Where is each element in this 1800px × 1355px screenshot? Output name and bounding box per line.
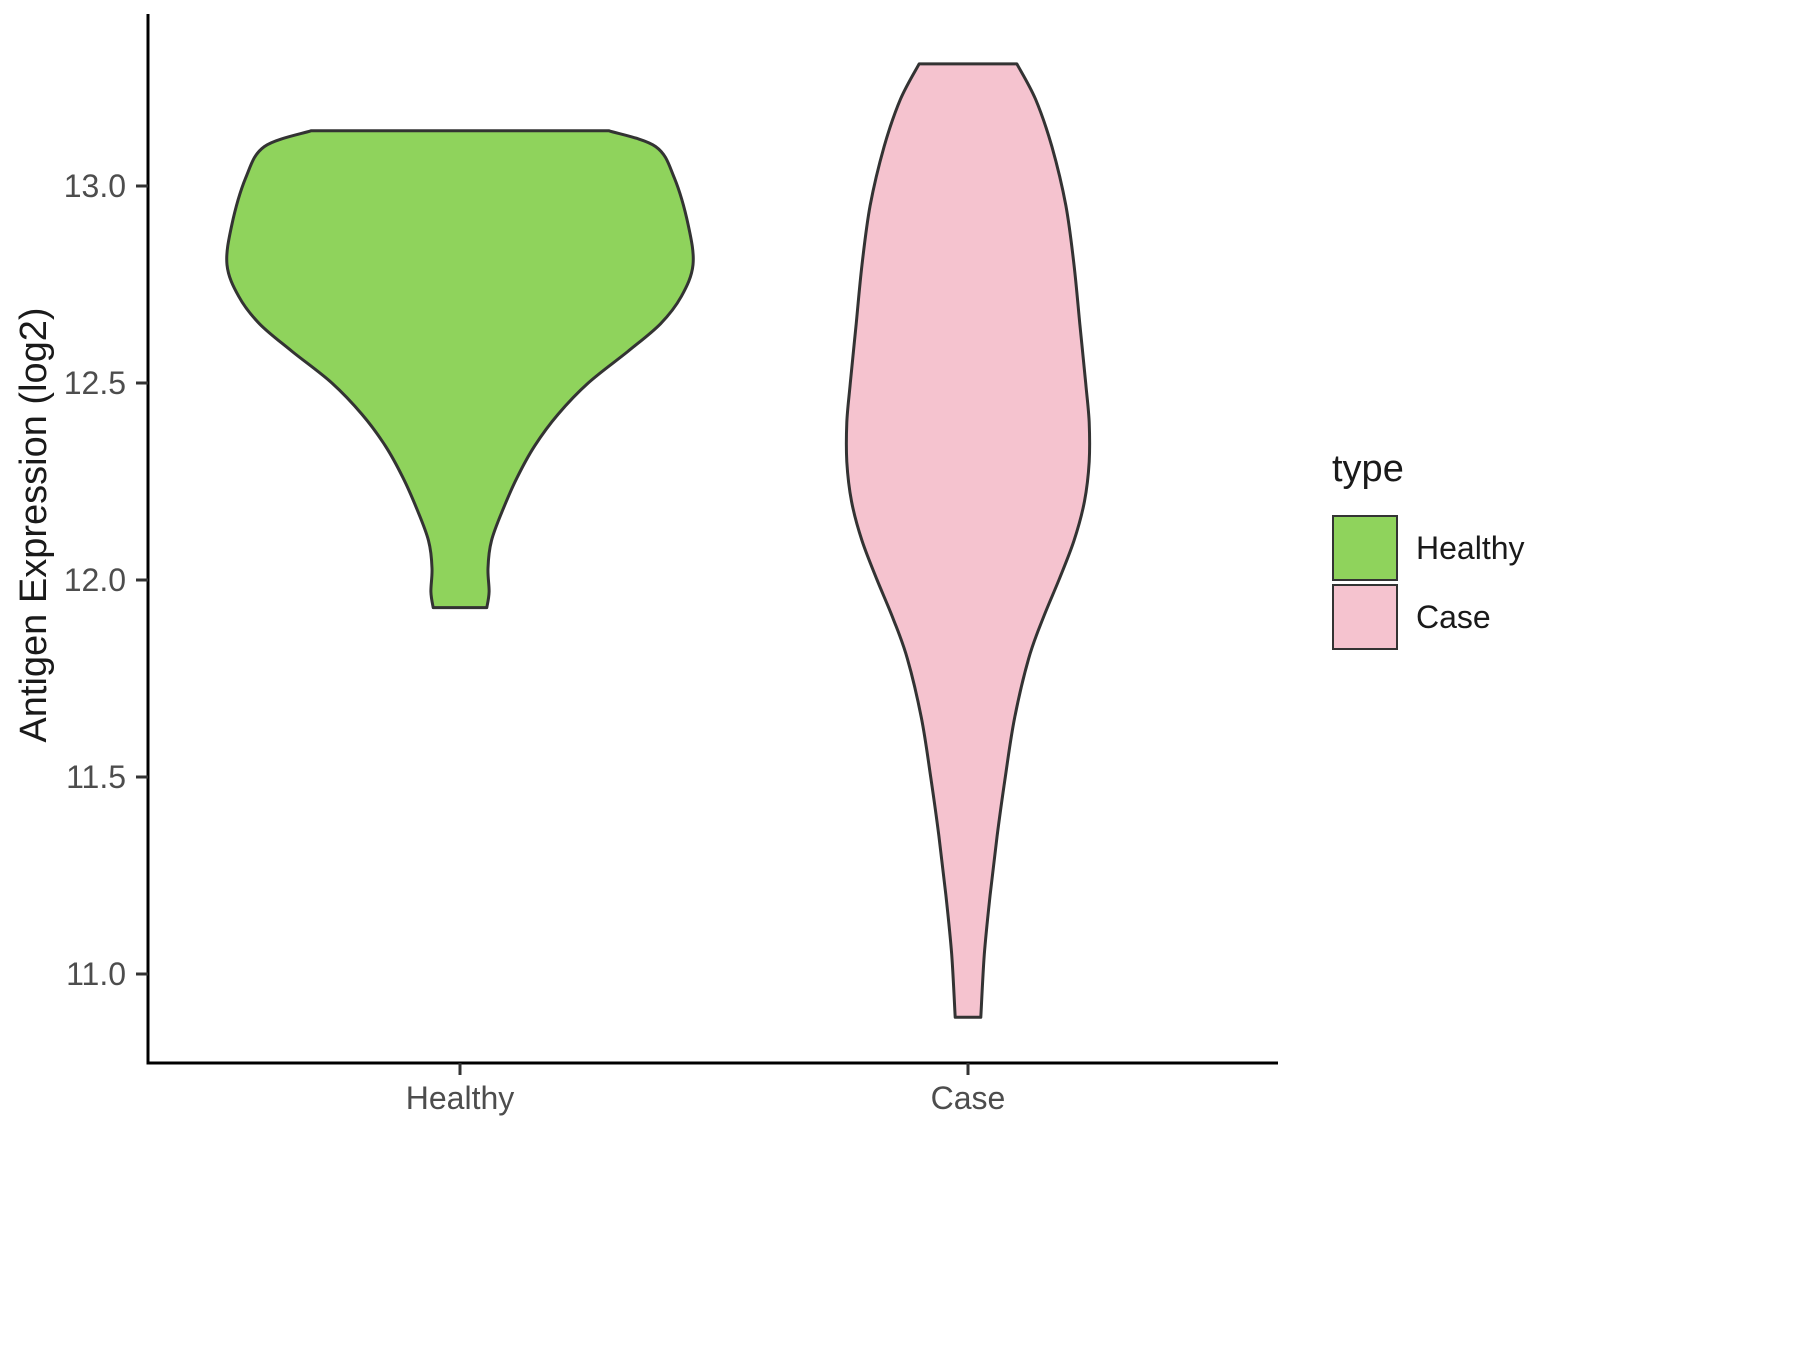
y-tick-label: 11.0 [66,956,126,992]
legend-entry: Healthy [1332,515,1525,581]
x-tick-label: Healthy [406,1080,515,1116]
y-tick-label: 11.5 [66,759,126,795]
legend-label: Case [1416,598,1491,635]
y-tick-label: 13.0 [64,168,126,204]
axis-lines [146,14,1278,1065]
x-tick-label: Case [931,1080,1006,1116]
legend-entries: Healthy Case [1332,515,1525,650]
violin-case [844,62,1092,1019]
legend-swatch-case [1332,584,1398,650]
legend-entry: Case [1332,584,1525,650]
violins-layer [225,62,1092,1019]
legend-title: type [1332,448,1404,490]
y-axis-title: Antigen Expression (log2) [13,307,55,742]
legend: type Healthy Case [1332,448,1525,653]
y-tick-label: 12.5 [64,365,126,401]
violin-healthy [225,129,695,610]
legend-swatch-healthy [1332,515,1398,581]
axes-layer: 13.0 12.5 12.0 11.5 11.0 Healthy Case [64,14,1278,1116]
legend-label: Healthy [1416,529,1525,566]
y-tick-label: 12.0 [64,562,126,598]
